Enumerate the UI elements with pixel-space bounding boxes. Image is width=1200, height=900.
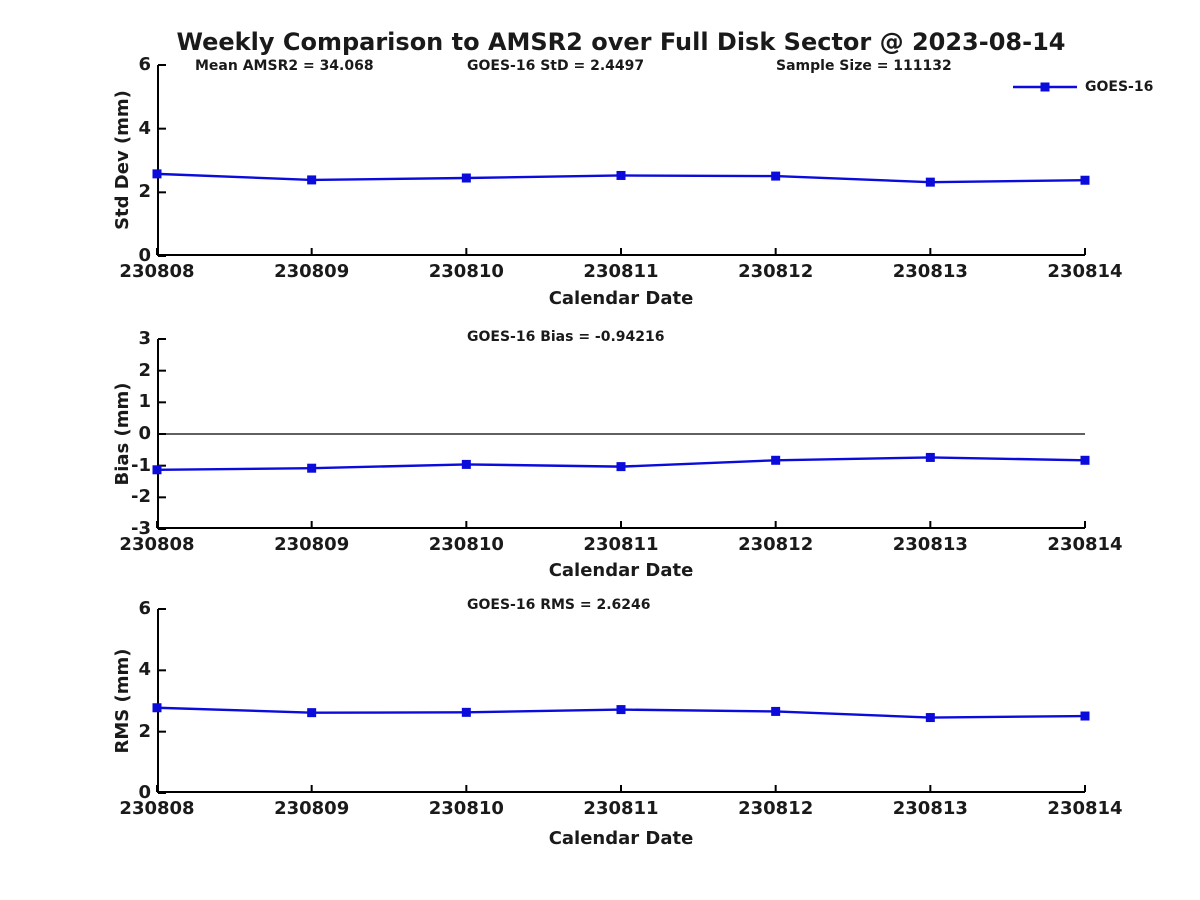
y-tick-label: -3 bbox=[131, 518, 151, 539]
data-point-marker bbox=[307, 708, 317, 718]
data-point-marker bbox=[771, 455, 781, 465]
y-tick-label: 0 bbox=[138, 782, 151, 803]
y-tick-label: 6 bbox=[138, 598, 151, 619]
x-tick-label: 230812 bbox=[738, 261, 814, 282]
data-point-marker bbox=[461, 707, 471, 717]
x-tick-label: 230812 bbox=[738, 534, 814, 555]
data-point-marker bbox=[925, 177, 935, 187]
x-tick-label: 230812 bbox=[738, 798, 814, 819]
y-tick-label: 2 bbox=[138, 720, 151, 742]
data-point-marker bbox=[307, 175, 317, 185]
y-tick-label: 4 bbox=[138, 659, 151, 681]
x-tick-label: 230813 bbox=[892, 261, 968, 282]
mean-amsr2-annotation: Mean AMSR2 = 34.068 bbox=[195, 58, 374, 74]
legend: GOES-16 bbox=[1013, 79, 1153, 95]
x-tick-label: 230808 bbox=[119, 261, 195, 282]
stddev-y-axis-label: Std Dev (mm) bbox=[111, 90, 133, 230]
rms-y-axis-label: RMS (mm) bbox=[111, 648, 133, 754]
x-tick-label: 230808 bbox=[119, 534, 195, 555]
x-tick-label: 230814 bbox=[1047, 261, 1123, 282]
rms-plot bbox=[152, 608, 1090, 794]
y-tick-label: 2 bbox=[138, 181, 151, 203]
x-tick-label: 230813 bbox=[892, 534, 968, 555]
data-point-marker bbox=[925, 713, 935, 723]
data-point-marker bbox=[152, 169, 162, 179]
x-tick-label: 230814 bbox=[1047, 534, 1123, 555]
data-point-marker bbox=[307, 463, 317, 473]
x-tick-label: 230813 bbox=[892, 798, 968, 819]
goes16-rms-annotation: GOES-16 RMS = 2.6246 bbox=[467, 597, 651, 613]
y-tick-label: 0 bbox=[138, 423, 151, 444]
goes16-std-annotation: GOES-16 StD = 2.4497 bbox=[467, 58, 645, 74]
bias-x-axis-label: Calendar Date bbox=[548, 560, 694, 581]
x-tick-label: 230811 bbox=[583, 534, 659, 555]
x-tick-label: 230814 bbox=[1047, 798, 1123, 819]
y-tick-label: 6 bbox=[138, 54, 151, 75]
y-tick-label: 0 bbox=[138, 245, 151, 266]
data-point-marker bbox=[152, 465, 162, 475]
y-tick-label: -1 bbox=[131, 454, 151, 476]
data-point-marker bbox=[616, 705, 626, 715]
stddev-plot bbox=[152, 64, 1090, 257]
x-tick-label: 230809 bbox=[274, 798, 350, 819]
y-tick-label: -2 bbox=[131, 486, 151, 508]
legend-key-icon bbox=[1013, 82, 1077, 92]
x-tick-label: 230809 bbox=[274, 261, 350, 282]
data-point-marker bbox=[616, 462, 626, 472]
stddev-x-axis-label: Calendar Date bbox=[548, 288, 694, 309]
sample-size-annotation: Sample Size = 111132 bbox=[776, 58, 952, 74]
data-point-marker bbox=[925, 452, 935, 462]
x-tick-label: 230809 bbox=[274, 534, 350, 555]
data-point-marker bbox=[616, 170, 626, 180]
y-tick-label: 2 bbox=[138, 359, 151, 381]
y-tick-label: 1 bbox=[138, 391, 151, 413]
y-tick-label: 4 bbox=[138, 117, 151, 139]
y-tick-label: 3 bbox=[138, 328, 151, 349]
data-point-marker bbox=[1080, 175, 1090, 185]
data-point-marker bbox=[771, 171, 781, 181]
data-point-marker bbox=[1080, 711, 1090, 721]
rms-x-axis-label: Calendar Date bbox=[548, 828, 694, 849]
data-point-marker bbox=[152, 703, 162, 713]
data-point-marker bbox=[1080, 455, 1090, 465]
x-tick-label: 230810 bbox=[428, 261, 504, 282]
data-point-marker bbox=[461, 459, 471, 469]
x-tick-label: 230810 bbox=[428, 534, 504, 555]
x-tick-label: 230811 bbox=[583, 261, 659, 282]
x-tick-label: 230810 bbox=[428, 798, 504, 819]
x-tick-label: 230808 bbox=[119, 798, 195, 819]
bias-plot bbox=[152, 338, 1090, 530]
data-point-marker bbox=[461, 173, 471, 183]
x-tick-label: 230811 bbox=[583, 798, 659, 819]
legend-square-marker bbox=[1040, 82, 1050, 92]
legend-label: GOES-16 bbox=[1085, 79, 1154, 95]
data-point-marker bbox=[771, 706, 781, 716]
figure-title: Weekly Comparison to AMSR2 over Full Dis… bbox=[176, 28, 1066, 56]
goes16-bias-annotation: GOES-16 Bias = -0.94216 bbox=[467, 329, 665, 345]
